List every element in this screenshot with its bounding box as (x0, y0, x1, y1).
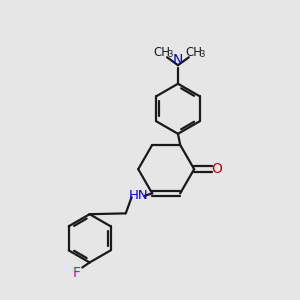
Text: CH: CH (186, 46, 203, 59)
Text: O: O (212, 162, 223, 176)
Text: N: N (173, 53, 183, 67)
Text: 3: 3 (200, 50, 205, 59)
Text: CH: CH (153, 46, 170, 59)
Text: HN: HN (129, 189, 149, 202)
Text: 3: 3 (167, 50, 173, 59)
Text: F: F (73, 266, 81, 280)
